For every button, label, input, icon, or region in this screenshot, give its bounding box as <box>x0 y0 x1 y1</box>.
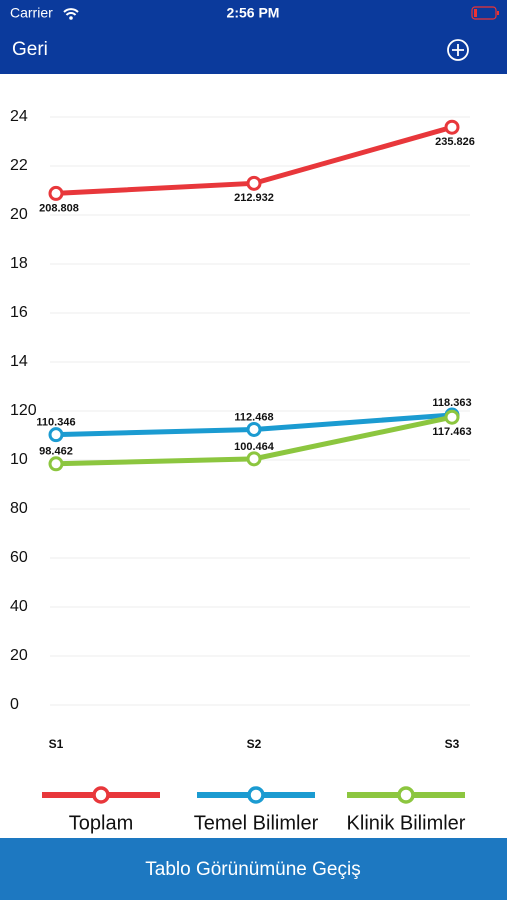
data-label: 212.932 <box>234 192 274 204</box>
data-label: 98.462 <box>39 446 73 458</box>
y-tick-label: 60 <box>10 549 28 566</box>
header-bar <box>0 0 507 74</box>
point-marker <box>246 175 262 191</box>
data-label: 118.363 <box>432 397 471 409</box>
battery <box>471 6 497 20</box>
point-marker <box>48 456 64 472</box>
add-plus <box>452 44 464 56</box>
y-tick-label: 16 <box>10 304 28 321</box>
point-marker <box>48 185 64 201</box>
y-tick-label: 80 <box>10 500 28 517</box>
legend-marker <box>247 786 265 804</box>
x-tick-label: S2 <box>247 737 262 751</box>
back-button[interactable]: Geri <box>12 39 48 60</box>
chart: 0 20 40 60 80 10 120 14 16 18 20 22 24 S1 S2 S3 208.808 2… <box>10 108 475 834</box>
legend-label: Toplam <box>69 812 133 834</box>
y-tick-label: 10 <box>10 451 28 468</box>
legend-label: Klinik Bilimler <box>347 812 466 834</box>
toggle-button[interactable] <box>0 838 507 900</box>
battery-level <box>474 9 477 17</box>
point-marker <box>444 409 460 425</box>
y-tick-label: 22 <box>10 157 28 174</box>
point-marker <box>246 451 262 467</box>
y-tick-label: 18 <box>10 255 28 272</box>
data-label: 208.808 <box>39 202 79 214</box>
wifi-icon <box>63 8 79 16</box>
y-tick-label: 120 <box>10 402 37 419</box>
y-tick-label: 40 <box>10 598 28 615</box>
y-tick-label: 14 <box>10 353 28 370</box>
clock: 2:56 PM <box>227 5 280 21</box>
data-label: 110.346 <box>36 417 75 429</box>
point-marker <box>444 119 460 135</box>
carrier: Carrier <box>10 5 53 21</box>
x-tick-label: S3 <box>445 737 460 751</box>
data-label: 112.468 <box>234 411 273 423</box>
legend-label: Temel Bilimler <box>194 812 319 834</box>
add-circle <box>447 39 469 61</box>
wifi-dot <box>69 16 73 20</box>
data-label: 100.464 <box>234 441 275 453</box>
add-button[interactable] <box>447 39 469 61</box>
y-tick-label: 20 <box>10 206 28 223</box>
y-tick-label: 0 <box>10 696 19 713</box>
legend-marker <box>92 786 110 804</box>
battery-tip <box>497 11 499 15</box>
x-tick-label: S1 <box>49 737 64 751</box>
data-label: 117.463 <box>432 426 471 438</box>
point-marker <box>246 421 262 437</box>
y-tick-label: 20 <box>10 647 28 664</box>
data-label: 235.826 <box>435 136 475 148</box>
y-tick-label: 24 <box>10 108 28 125</box>
point-marker <box>48 427 64 443</box>
legend-marker <box>397 786 415 804</box>
toggle-button-label: Tablo Görünümüne Geçiş <box>145 859 360 880</box>
